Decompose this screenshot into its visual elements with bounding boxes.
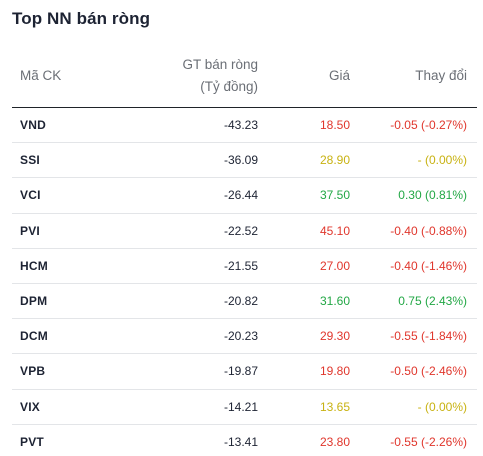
stock-code[interactable]: DCM [20, 329, 48, 344]
net-sell-value: -26.44 [223, 188, 258, 203]
price-change: - (0.00%) [417, 399, 467, 414]
net-sell-value: -20.82 [223, 293, 258, 308]
table-body: VND -43.23 18.50 -0.05 (-0.27%) SSI -36.… [12, 108, 477, 456]
price-change: -0.40 (-1.46%) [390, 258, 467, 273]
widget-title: Top NN bán ròng [12, 9, 151, 28]
table-header: Mã CK GT bán ròng (Tỷ đồng) Giá Thay đổi [12, 52, 477, 108]
table-row[interactable]: DPM -20.82 31.60 0.75 (2.43%) [12, 284, 477, 320]
column-header-net-sell-value-line2: (Tỷ đồng) [200, 79, 258, 94]
table-row[interactable]: VND -43.23 18.50 -0.05 (-0.27%) [12, 108, 477, 144]
net-sell-table: Mã CK GT bán ròng (Tỷ đồng) Giá Thay đổi… [12, 52, 477, 456]
stock-code[interactable]: VPB [20, 364, 46, 379]
price-change: -0.05 (-0.27%) [390, 118, 467, 132]
table-row[interactable]: SSI -36.09 28.90 - (0.00%) [12, 143, 477, 179]
price: 19.80 [319, 364, 350, 379]
price: 27.00 [319, 258, 350, 273]
net-sell-value: -43.23 [223, 118, 258, 132]
stock-code[interactable]: HCM [20, 258, 48, 273]
price: 23.80 [319, 434, 350, 449]
price-change: - (0.00%) [417, 153, 467, 168]
table-row[interactable]: VPB -19.87 19.80 -0.50 (-2.46%) [12, 354, 477, 390]
price: 37.50 [319, 188, 350, 203]
table-row[interactable]: PVT -13.41 23.80 -0.55 (-2.26%) [12, 425, 477, 456]
column-header-net-sell-value-line1: GT bán ròng [182, 57, 258, 72]
stock-code[interactable]: SSI [20, 153, 40, 168]
net-sell-value: -20.23 [223, 329, 258, 344]
price-change: -0.55 (-2.26%) [390, 434, 467, 449]
net-sell-value: -36.09 [223, 153, 258, 168]
net-sell-value: -14.21 [223, 399, 258, 414]
table-row[interactable]: DCM -20.23 29.30 -0.55 (-1.84%) [12, 319, 477, 355]
stock-code[interactable]: VIX [20, 399, 40, 414]
table-row[interactable]: VCI -26.44 37.50 0.30 (0.81%) [12, 178, 477, 214]
price: 18.50 [319, 118, 350, 132]
stock-code[interactable]: DPM [20, 293, 48, 308]
net-sell-value: -22.52 [223, 223, 258, 238]
net-sell-value: -19.87 [223, 364, 258, 379]
price: 45.10 [319, 223, 350, 238]
column-header-net-sell-value: GT bán ròng (Tỷ đồng) [182, 54, 258, 98]
price: 29.30 [319, 329, 350, 344]
price-change: -0.40 (-0.88%) [390, 223, 467, 238]
price-change: 0.30 (0.81%) [398, 188, 467, 203]
table-row[interactable]: PVI -22.52 45.10 -0.40 (-0.88%) [12, 214, 477, 249]
net-sell-value: -21.55 [223, 258, 258, 273]
column-header-price: Giá [328, 68, 350, 83]
column-header-change: Thay đổi [415, 68, 467, 83]
stock-code[interactable]: PVI [20, 223, 40, 238]
table-row[interactable]: VIX -14.21 13.65 - (0.00%) [12, 390, 477, 425]
stock-code[interactable]: PVT [20, 434, 44, 449]
price: 28.90 [319, 153, 350, 168]
price-change: 0.75 (2.43%) [398, 293, 467, 308]
net-sell-value: -13.41 [223, 434, 258, 449]
price-change: -0.50 (-2.46%) [390, 364, 467, 379]
table-row[interactable]: HCM -21.55 27.00 -0.40 (-1.46%) [12, 249, 477, 284]
price-change: -0.55 (-1.84%) [390, 329, 467, 344]
price: 31.60 [319, 293, 350, 308]
stock-code[interactable]: VND [20, 118, 46, 132]
price: 13.65 [319, 399, 350, 414]
stock-code[interactable]: VCI [20, 188, 41, 203]
column-header-code: Mã CK [20, 68, 62, 83]
